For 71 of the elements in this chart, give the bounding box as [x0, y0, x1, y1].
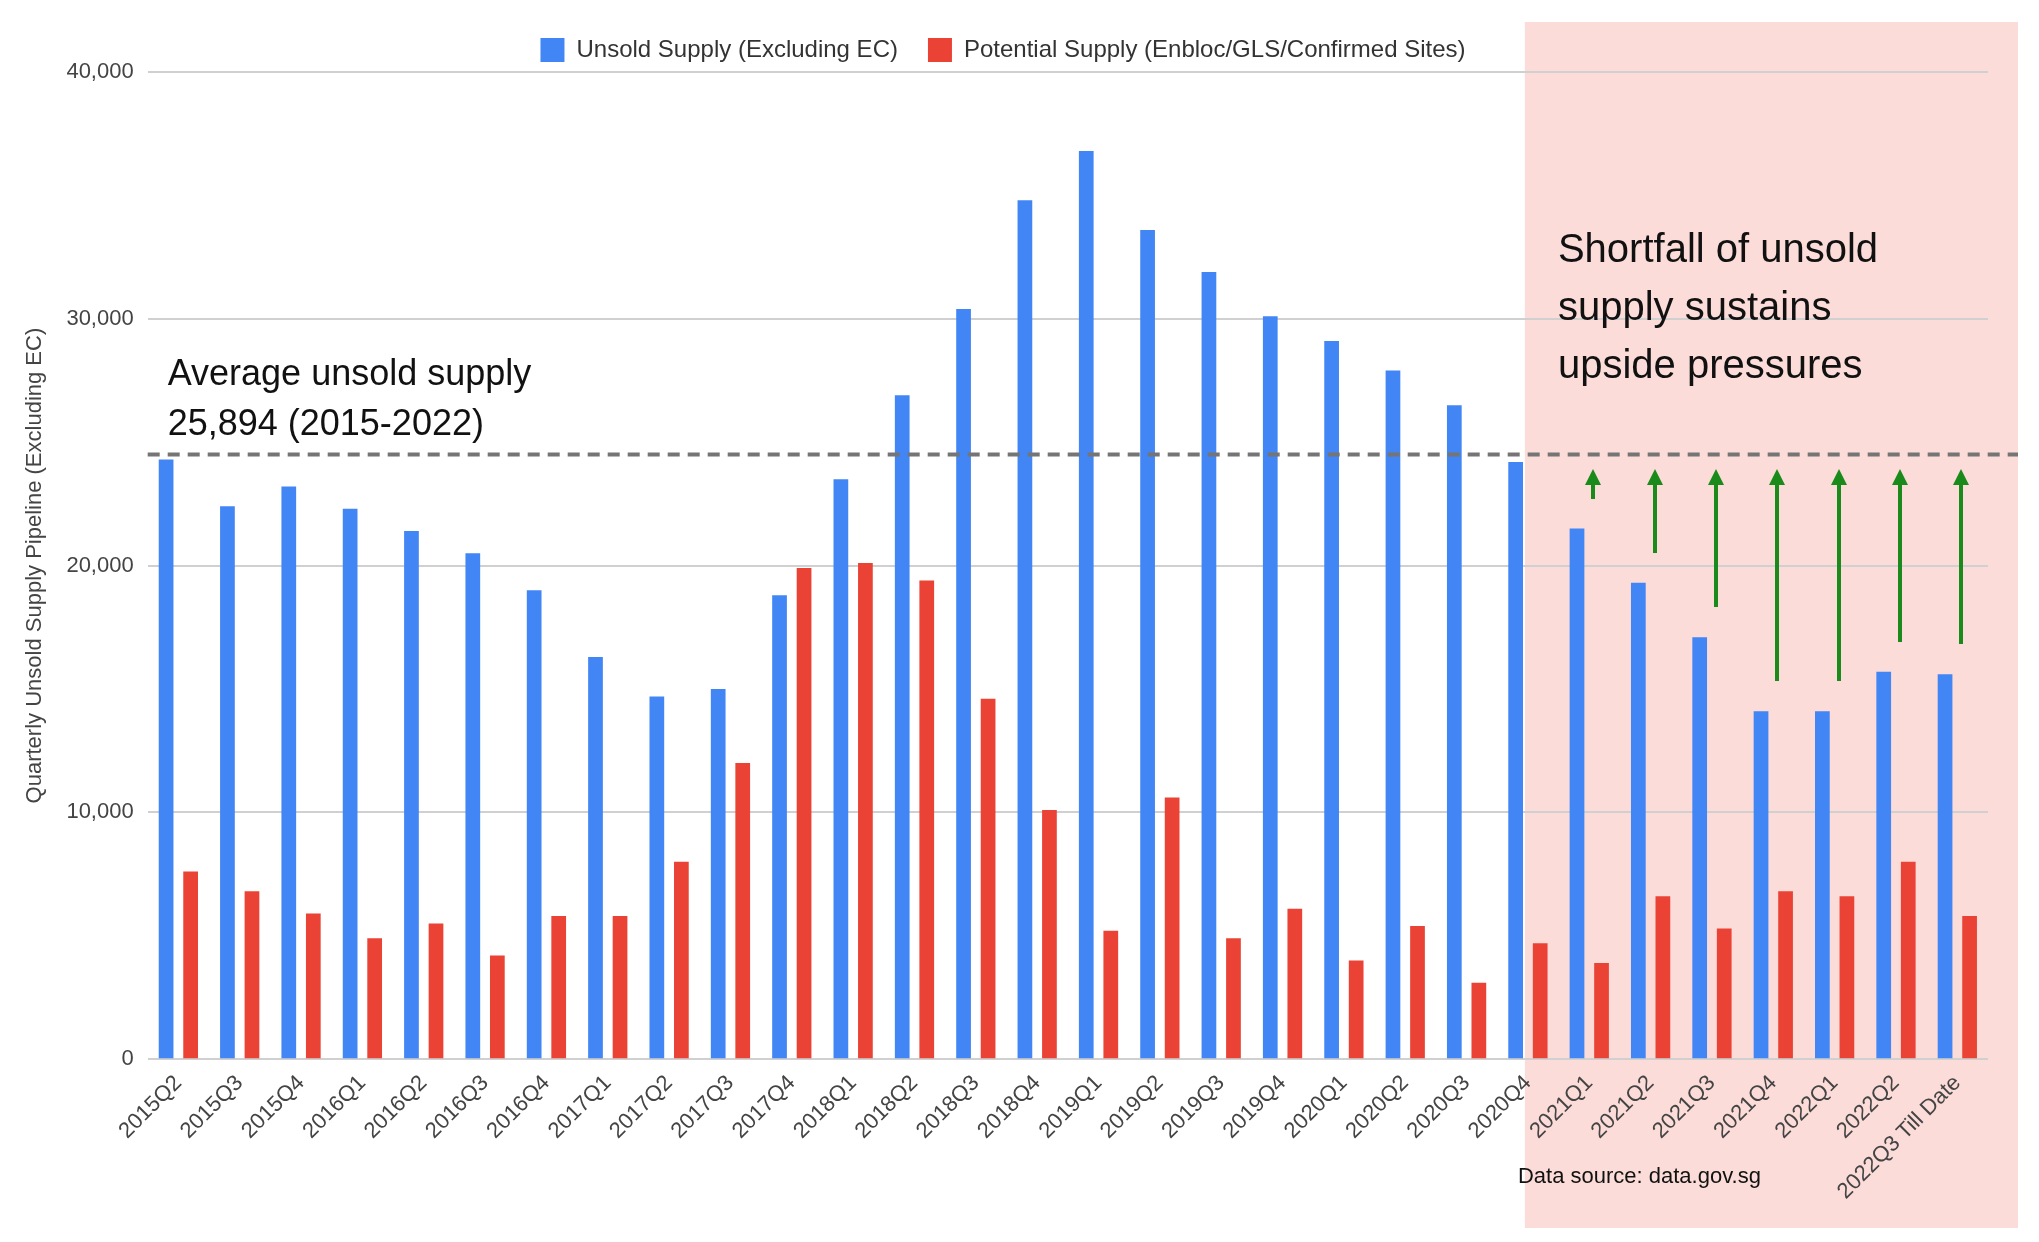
bar — [1962, 916, 1977, 1059]
bar — [772, 595, 787, 1059]
bar — [551, 916, 567, 1059]
bar — [183, 871, 198, 1059]
legend-label: Unsold Supply (Excluding EC) — [576, 34, 898, 62]
bar — [1410, 925, 1425, 1059]
bar — [305, 913, 321, 1059]
bar — [465, 553, 481, 1059]
bar — [1348, 960, 1364, 1059]
bar — [1471, 982, 1487, 1059]
bar — [1532, 943, 1548, 1059]
bar — [980, 698, 996, 1059]
bar — [710, 688, 726, 1059]
bar — [1164, 797, 1180, 1059]
bar — [1815, 711, 1830, 1059]
bar — [158, 459, 174, 1059]
bar — [1140, 229, 1155, 1059]
bar — [674, 861, 689, 1059]
bar — [1594, 962, 1609, 1059]
bar — [428, 923, 444, 1059]
bar — [919, 580, 935, 1059]
bar — [1324, 341, 1339, 1059]
y-tick-label: 10,000 — [66, 798, 134, 824]
bar — [1900, 861, 1916, 1059]
y-axis-title: Quarterly Unsold Supply Pipeline (Excluding EC) — [21, 327, 47, 804]
bar — [956, 308, 971, 1059]
bar — [1385, 370, 1401, 1059]
bar — [649, 696, 665, 1059]
bar — [1017, 200, 1033, 1059]
bar — [281, 486, 297, 1059]
bar — [1262, 316, 1278, 1059]
bar — [894, 395, 910, 1059]
bar — [1226, 938, 1241, 1059]
bar — [1692, 637, 1708, 1059]
bar — [1655, 896, 1671, 1059]
annotation: Average unsold supply 25,894 (2015-2022) — [167, 351, 532, 443]
bar — [244, 891, 260, 1059]
bar — [735, 763, 751, 1059]
bar — [796, 568, 812, 1059]
bar — [367, 938, 383, 1059]
bar — [1569, 528, 1585, 1059]
bar — [220, 506, 235, 1059]
bar — [1201, 271, 1217, 1059]
y-tick-label: 0 — [121, 1045, 134, 1071]
bar — [526, 590, 542, 1059]
annotation: Shortfall of unsold supply sustains upside pressures — [1557, 226, 1879, 386]
y-tick-label: 20,000 — [66, 551, 134, 577]
bar — [1937, 674, 1953, 1059]
bar — [588, 656, 603, 1059]
y-tick-label: 40,000 — [66, 58, 134, 84]
bar — [1839, 896, 1855, 1059]
legend-label: Potential Supply (Enbloc/GLS/Confirmed Sites) — [963, 34, 1466, 62]
bar — [1876, 671, 1892, 1059]
bar — [1042, 809, 1057, 1059]
bar — [404, 531, 419, 1059]
bar — [489, 955, 505, 1059]
bar — [1508, 461, 1524, 1059]
bar — [1103, 930, 1119, 1059]
source-note: Data source: data.gov.sg — [1517, 1163, 1761, 1188]
bar — [833, 479, 849, 1059]
y-tick-label: 30,000 — [66, 304, 134, 330]
bar — [1078, 150, 1094, 1059]
bar — [1446, 405, 1462, 1059]
bar — [1753, 711, 1769, 1059]
bar — [342, 508, 358, 1059]
bar — [1287, 908, 1303, 1059]
bar — [1630, 582, 1646, 1059]
bar — [1778, 891, 1793, 1059]
bar — [858, 563, 873, 1059]
bar — [612, 916, 628, 1059]
bar — [1716, 928, 1732, 1059]
